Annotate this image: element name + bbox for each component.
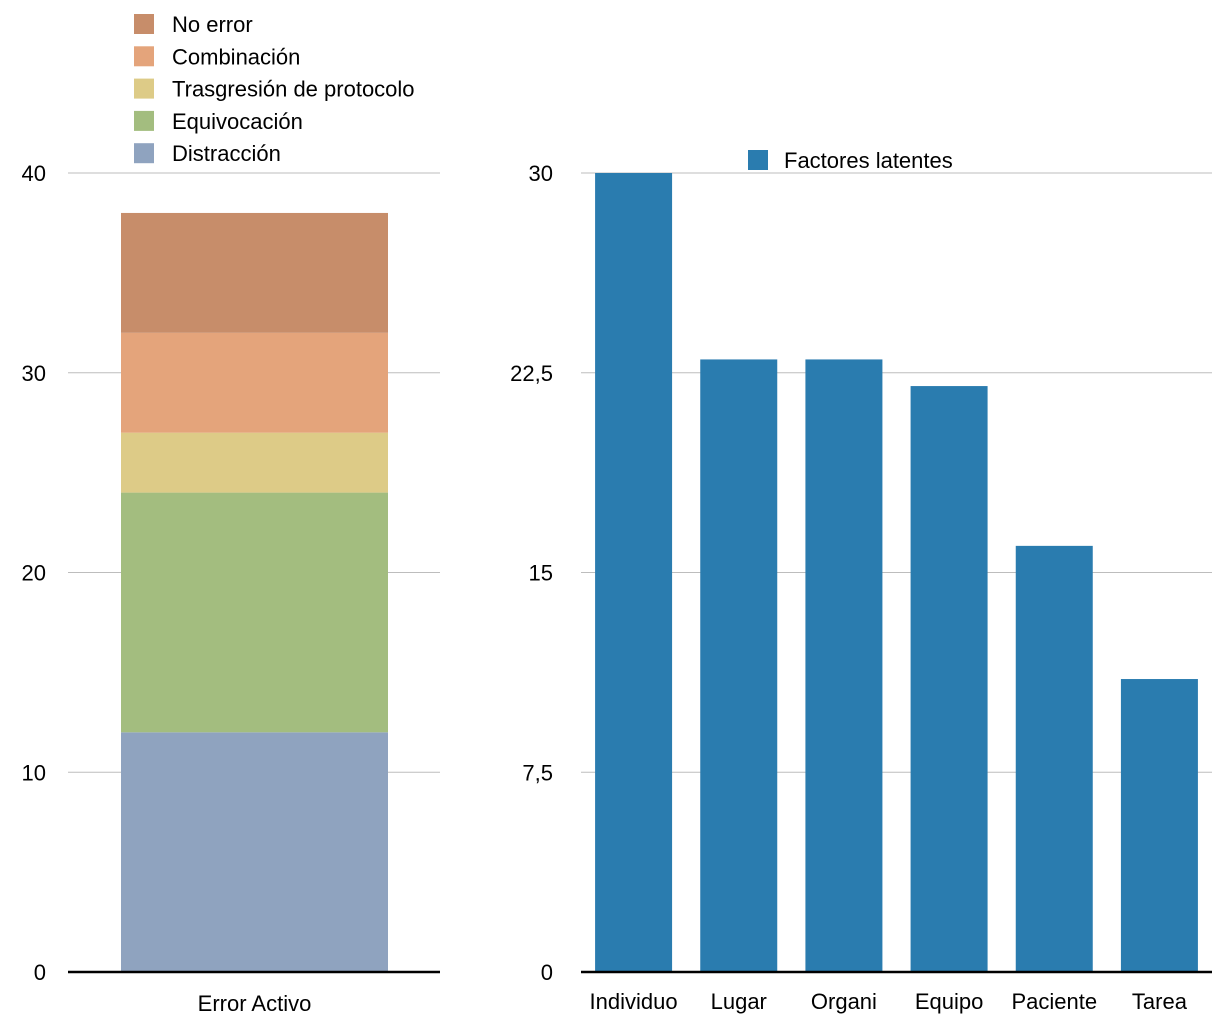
x-tick-label-individuo: Individuo <box>590 989 678 1014</box>
y-tick-label: 30 <box>529 161 553 186</box>
left-legend: No error Combinación Trasgresión de protoc… <box>134 12 415 166</box>
legend-label-distraccion: Distracción <box>172 141 281 166</box>
y-tick-label: 0 <box>541 960 553 985</box>
legend-label-combinacion: Combinación <box>172 44 300 69</box>
x-tick-label: Error Activo <box>198 991 312 1014</box>
legend-label-equivocacion: Equivocación <box>172 109 303 134</box>
legend-label-no-error: No error <box>172 12 253 37</box>
right-axis: 0 7,5 15 22,5 30 Individuo Lugar Organi Equipo Pa… <box>510 161 1212 1014</box>
factores-bar-chart: 0 7,5 15 22,5 30 Individuo Lugar Organi Equipo Pa… <box>510 148 1212 1014</box>
right-gridlines <box>581 172 1212 773</box>
y-tick-label: 30 <box>22 361 46 386</box>
bar-tarea <box>1120 679 1198 972</box>
y-tick-label: 20 <box>22 561 46 586</box>
legend-swatch-combinacion <box>134 46 154 67</box>
bar-segment-trasgresion-de-protocolo <box>121 432 388 493</box>
right-bars <box>595 173 1198 973</box>
legend-label-trasgresion-de-protocolo: Trasgresión de protocolo <box>172 77 415 102</box>
legend-swatch-no-error <box>134 14 154 34</box>
x-tick-label-lugar: Lugar <box>711 989 767 1014</box>
left-axis: 0 10 20 30 40 Error Activo <box>22 161 440 1014</box>
bar-paciente <box>1015 545 1093 972</box>
bar-equipo <box>910 386 988 973</box>
legend-label-factores-latentes: Factores latentes <box>784 148 953 173</box>
bar-segment-combinacion <box>121 332 388 433</box>
x-tick-label-organi: Organi <box>811 989 877 1014</box>
x-tick-label-paciente: Paciente <box>1011 989 1097 1014</box>
legend-swatch-factores-latentes <box>748 150 768 170</box>
bar-organi <box>805 359 883 972</box>
left-bars <box>121 212 388 972</box>
bar-individuo <box>595 173 673 972</box>
y-tick-label: 15 <box>529 561 553 586</box>
y-tick-label: 10 <box>22 760 46 785</box>
bar-segment-distraccion <box>121 732 388 972</box>
bar-segment-no-error <box>121 212 388 333</box>
legend-swatch-distraccion <box>134 143 154 164</box>
legend-swatch-trasgresion-de-protocolo <box>134 78 154 99</box>
right-legend: Factores latentes <box>748 148 953 173</box>
x-tick-label-equipo: Equipo <box>915 989 984 1014</box>
x-tick-label-tarea: Tarea <box>1132 989 1188 1014</box>
y-tick-label: 7,5 <box>522 760 553 785</box>
y-tick-label: 0 <box>34 960 46 985</box>
y-tick-label: 22,5 <box>510 361 553 386</box>
y-tick-label: 40 <box>22 161 46 186</box>
bar-lugar <box>700 359 778 972</box>
bar-segment-equivocacion <box>121 492 388 733</box>
legend-swatch-equivocacion <box>134 110 154 131</box>
stacked-bar-chart: 0 10 20 30 40 Error Activo No error Combinació… <box>22 12 440 1014</box>
